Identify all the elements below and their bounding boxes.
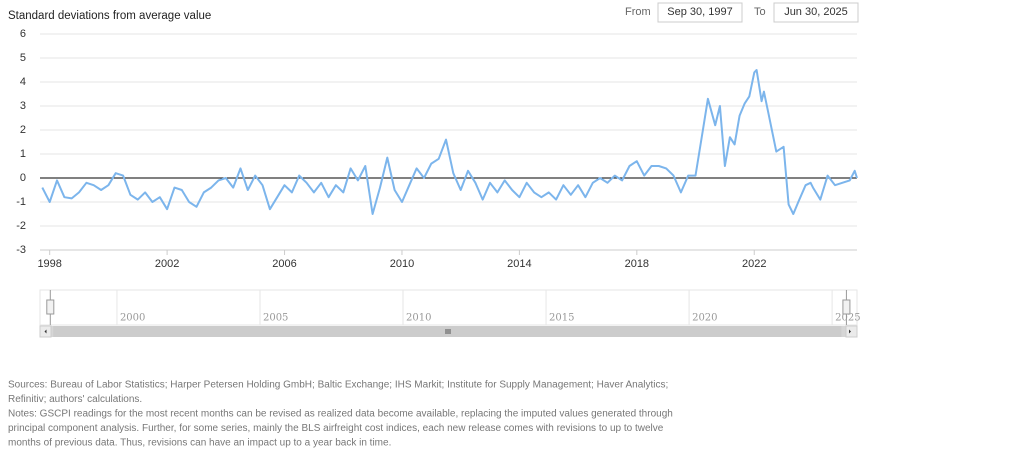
arrow-left	[44, 329, 47, 334]
y-tick-label: -1	[16, 196, 26, 208]
arrow-right	[849, 329, 851, 334]
y-tick-label: 1	[20, 148, 26, 160]
scroll-grip	[445, 329, 451, 334]
note-line: months of previous data. Thus, revisions…	[8, 438, 391, 449]
to-date[interactable]: Jun 30, 2025	[784, 6, 848, 18]
note-line: Notes: GSCPI readings for the most recen…	[8, 409, 673, 420]
navigator-tick-label: 2010	[406, 313, 431, 324]
x-tick-label: 2022	[742, 258, 766, 270]
from-input[interactable]	[657, 2, 743, 23]
x-tick-label: 1998	[37, 258, 61, 270]
y-tick-label: -3	[16, 244, 26, 256]
navigator-handle[interactable]	[842, 299, 851, 315]
navigator-tick-label: 2020	[692, 313, 717, 324]
note-line: Sources: Bureau of Labor Statistics; Har…	[8, 380, 668, 391]
y-tick-label: -2	[16, 220, 26, 232]
y-tick-label: 2	[20, 124, 26, 136]
to-label: To	[754, 6, 766, 18]
x-tick-label: 2010	[390, 258, 414, 270]
y-tick-label: 0	[20, 172, 26, 184]
note-line: Refinitiv; authors' calculations.	[8, 394, 142, 405]
scrollbar-thumb[interactable]	[53, 326, 842, 337]
navigator[interactable]	[39, 289, 858, 326]
series-line	[41, 69, 858, 215]
navigator-tick-label: 2025	[835, 313, 860, 324]
navigator-tick-label: 2005	[263, 313, 288, 324]
y-tick-label: 3	[20, 100, 26, 112]
note-line: principal component analysis. Further, f…	[8, 423, 664, 434]
x-tick-label: 2006	[272, 258, 296, 270]
scroll-right[interactable]	[845, 325, 858, 338]
x-tick-label: 2014	[507, 258, 531, 270]
y-axis-title: Standard deviations from average value	[8, 10, 211, 22]
to-input[interactable]	[773, 2, 859, 23]
y-tick-label: 4	[20, 76, 26, 88]
navigator-tick-label: 2015	[549, 313, 574, 324]
from-date[interactable]: Sep 30, 1997	[667, 6, 732, 18]
y-tick-label: 5	[20, 52, 26, 64]
from-label: From	[625, 6, 651, 18]
x-tick-label: 2018	[625, 258, 649, 270]
navigator-handle[interactable]	[46, 299, 55, 315]
navigator-tick-label: 2000	[120, 313, 145, 324]
y-tick-label: 6	[20, 28, 26, 40]
x-tick-label: 2002	[155, 258, 179, 270]
